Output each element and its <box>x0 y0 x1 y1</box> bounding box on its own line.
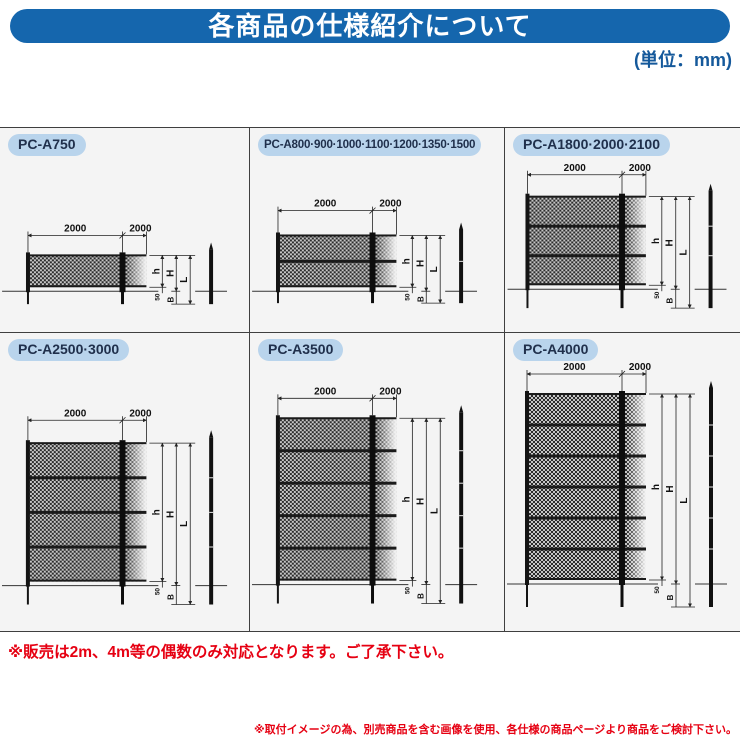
product-label-badge: PC-A4000 <box>513 339 599 361</box>
product-label-badge: PC-A2500·3000 <box>8 339 130 361</box>
svg-text:h: h <box>151 509 162 515</box>
svg-text:H: H <box>665 239 676 246</box>
product-label-badge: PC-A800·900·1000·1100·1200·1350·1500 <box>258 134 482 156</box>
svg-text:L: L <box>179 277 190 283</box>
svg-text:2000: 2000 <box>64 408 87 419</box>
units-note: (単位：mm) <box>634 50 732 70</box>
svg-text:50: 50 <box>654 291 661 299</box>
product-label-badge: PC-A1800·2000·2100 <box>513 134 670 156</box>
svg-text:L: L <box>679 497 690 503</box>
svg-text:2000: 2000 <box>629 362 652 373</box>
svg-text:2000: 2000 <box>564 163 587 174</box>
svg-text:L: L <box>679 249 690 255</box>
svg-text:H: H <box>165 511 176 518</box>
spec-cell-pc-a1800-2100: PC-A1800·2000·2100 2000 2000 h H L 50 B <box>505 128 740 333</box>
svg-text:B: B <box>166 594 175 600</box>
svg-text:2000: 2000 <box>129 223 152 234</box>
svg-text:2000: 2000 <box>314 386 337 397</box>
svg-text:L: L <box>179 521 190 527</box>
svg-text:B: B <box>666 298 675 304</box>
svg-text:H: H <box>665 485 676 492</box>
svg-text:H: H <box>415 260 426 267</box>
svg-text:h: h <box>651 484 662 490</box>
svg-text:h: h <box>401 496 412 502</box>
svg-text:2000: 2000 <box>563 362 586 373</box>
svg-text:B: B <box>416 296 425 302</box>
svg-text:h: h <box>401 258 412 264</box>
spec-grid: PC-A750 2000 2000 h H L 50 B PC-A800·900·1000·… <box>0 127 740 632</box>
svg-text:2000: 2000 <box>629 163 652 174</box>
spec-cell-pc-a750: PC-A750 2000 2000 h H L 50 B <box>0 128 250 333</box>
spec-cell-pc-a800-1500: PC-A800·900·1000·1100·1200·1350·1500 200… <box>250 128 505 333</box>
sales-notice: ※販売は2m、4m等の偶数のみ対応となります。ご了承下さい。 <box>8 644 454 661</box>
svg-text:L: L <box>429 266 440 272</box>
svg-text:B: B <box>166 297 175 303</box>
svg-text:h: h <box>151 268 162 274</box>
svg-text:B: B <box>666 594 675 600</box>
svg-text:2000: 2000 <box>64 223 87 234</box>
svg-text:50: 50 <box>154 293 161 301</box>
spec-cell-pc-a2500-3000: PC-A2500·3000 2000 2000 h H L 50 B <box>0 333 250 631</box>
product-label-badge: PC-A3500 <box>258 339 344 361</box>
svg-text:50: 50 <box>154 588 161 596</box>
svg-text:B: B <box>416 593 425 599</box>
svg-text:H: H <box>415 498 426 505</box>
svg-text:2000: 2000 <box>379 386 402 397</box>
svg-text:2000: 2000 <box>379 199 402 210</box>
svg-text:2000: 2000 <box>129 408 152 419</box>
svg-text:2000: 2000 <box>314 199 337 210</box>
image-disclaimer: ※取付イメージの為、別売商品を含む画像を使用、各仕様の商品ページより商品をご検討… <box>253 724 737 736</box>
svg-text:50: 50 <box>404 293 411 301</box>
svg-text:50: 50 <box>654 586 661 594</box>
spec-cell-pc-a4000: PC-A4000 2000 2000 h H L 50 B <box>505 333 740 631</box>
svg-text:h: h <box>651 238 662 244</box>
spec-cell-pc-a3500: PC-A3500 2000 2000 h H L 50 B <box>250 333 505 631</box>
svg-text:L: L <box>429 508 440 514</box>
page-title: 各商品の仕様紹介について <box>10 9 730 43</box>
svg-text:50: 50 <box>404 587 411 595</box>
svg-text:H: H <box>165 270 176 277</box>
product-label-badge: PC-A750 <box>8 134 86 156</box>
